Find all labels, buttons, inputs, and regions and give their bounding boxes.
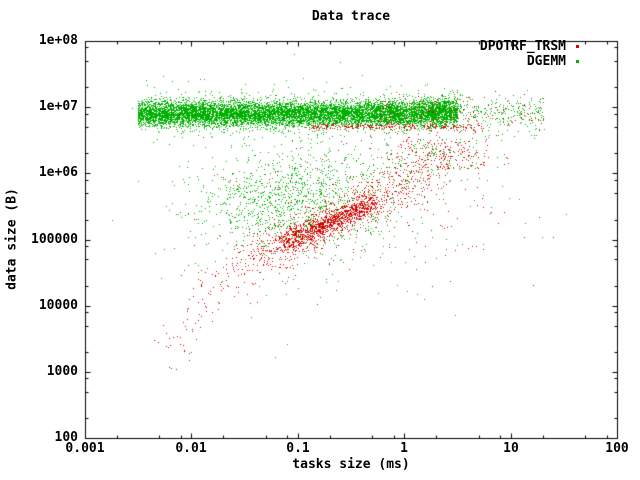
legend-label-dgemm: DGEMM <box>526 54 566 69</box>
x-tick-100: 100 <box>605 441 629 456</box>
y-tick-100: 100 <box>54 430 78 445</box>
x-tick-10: 10 <box>503 441 519 456</box>
y-tick-100000: 100000 <box>31 232 78 247</box>
legend-marker-green-dot <box>576 60 579 63</box>
y-tick-1e08: 1e+08 <box>38 33 78 48</box>
x-tick-01: 0.1 <box>286 441 310 456</box>
y-tick-1e06: 1e+06 <box>38 165 78 180</box>
legend-row-dpotrf-trsm: DPOTRF_TRSM <box>300 39 581 54</box>
legend-row-dgemm: DGEMM <box>300 54 581 69</box>
x-tick-1: 1 <box>400 441 408 456</box>
x-tick-0001: 0.001 <box>65 441 105 456</box>
legend-label-dpotrf-trsm: DPOTRF_TRSM <box>479 39 566 54</box>
legend-marker-red-dot <box>576 45 579 48</box>
chart-title: Data trace <box>311 9 391 24</box>
x-tick-001: 0.01 <box>175 441 207 456</box>
y-tick-10000: 10000 <box>38 298 78 313</box>
y-tick-1e07: 1e+07 <box>38 99 78 114</box>
y-tick-1000: 1000 <box>46 364 78 379</box>
x-axis-label: tasks size (ms) <box>292 457 410 472</box>
